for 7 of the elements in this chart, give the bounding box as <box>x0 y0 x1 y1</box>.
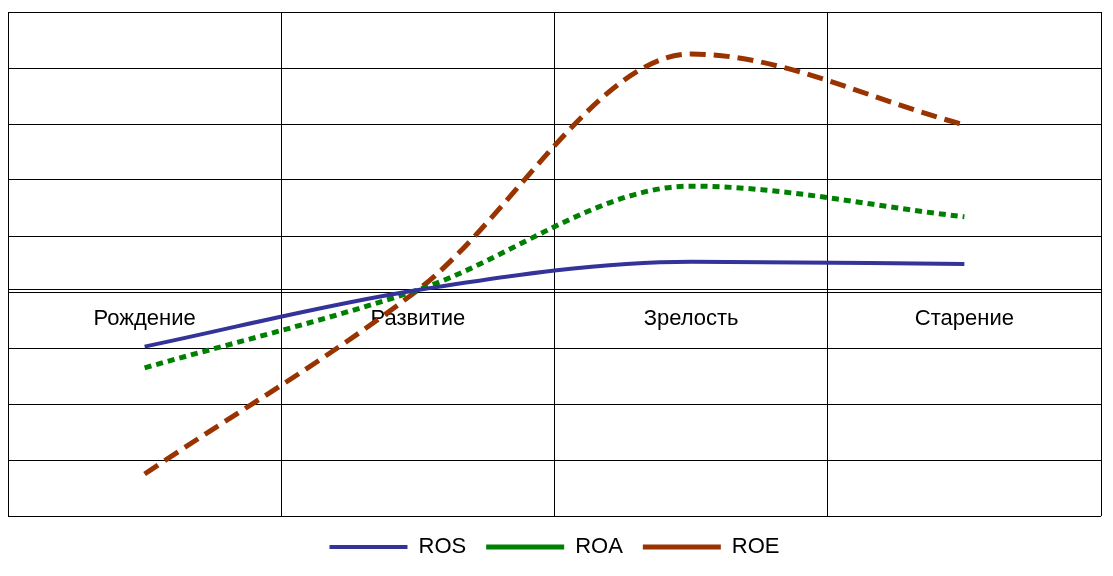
legend-label: ROS <box>418 533 467 559</box>
x-tick-label: Развитие <box>370 305 466 331</box>
x-tick-label: Зрелость <box>643 305 739 331</box>
x-tick-label: Рождение <box>93 305 196 331</box>
legend-label: ROE <box>731 533 780 559</box>
x-tick-label: Старение <box>914 305 1014 331</box>
legend-label: ROA <box>575 533 624 559</box>
